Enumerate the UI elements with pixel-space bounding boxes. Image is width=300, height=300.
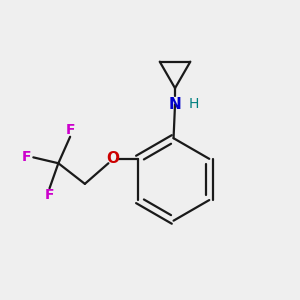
Text: N: N: [169, 97, 182, 112]
Text: F: F: [22, 150, 32, 164]
Text: H: H: [189, 98, 200, 111]
Text: O: O: [106, 151, 119, 166]
Text: F: F: [45, 188, 54, 202]
Text: F: F: [65, 123, 75, 137]
